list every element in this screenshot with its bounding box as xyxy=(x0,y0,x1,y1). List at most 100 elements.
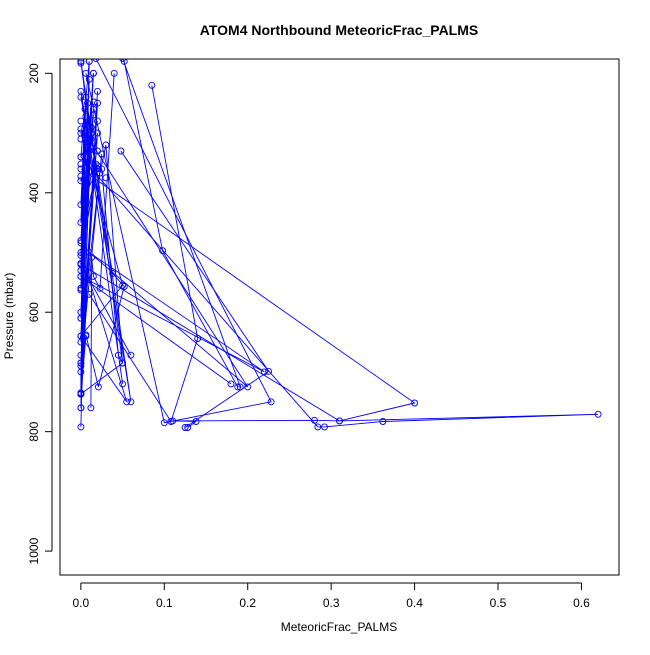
data-point xyxy=(77,286,85,294)
data-point xyxy=(92,59,100,62)
data-point xyxy=(321,423,328,431)
data-point xyxy=(336,417,343,425)
data-point xyxy=(127,398,135,406)
y-tick-label: 800 xyxy=(27,421,41,441)
data-point xyxy=(77,117,85,125)
data-point xyxy=(77,239,85,247)
data-point xyxy=(77,252,85,259)
y-tick-label: 1000 xyxy=(27,537,41,564)
data-point xyxy=(81,129,89,137)
y-axis-label: Pressure (mbar) xyxy=(2,273,16,360)
series-line xyxy=(80,132,265,388)
data-point xyxy=(184,424,192,431)
data-point xyxy=(77,219,85,227)
data-point xyxy=(77,423,85,431)
series-line xyxy=(79,168,416,422)
data-point xyxy=(77,165,85,173)
data-point xyxy=(85,249,93,256)
data-point xyxy=(379,418,387,425)
data-point xyxy=(77,135,85,143)
x-tick-label: 0.5 xyxy=(490,596,507,610)
x-tick-label: 0.6 xyxy=(573,596,590,610)
data-point xyxy=(82,112,90,120)
plot-data-layer xyxy=(77,59,602,431)
data-point xyxy=(77,125,85,133)
data-point xyxy=(89,272,97,280)
series-line xyxy=(122,59,241,388)
y-tick-label: 200 xyxy=(27,63,41,83)
data-point xyxy=(77,177,85,185)
chart-title: ATOM4 Northbound MeteoricFrac_PALMS xyxy=(200,22,478,38)
data-point xyxy=(119,380,127,388)
series-line xyxy=(90,73,115,408)
y-tick-label: 400 xyxy=(27,182,41,202)
data-point xyxy=(94,87,101,95)
data-point xyxy=(77,314,85,322)
data-point xyxy=(117,147,125,155)
data-point xyxy=(260,368,268,376)
data-point xyxy=(77,404,85,412)
data-point xyxy=(77,59,85,67)
data-point xyxy=(120,59,128,65)
plot-frame xyxy=(59,58,620,576)
data-point xyxy=(98,165,106,173)
data-point xyxy=(77,172,85,180)
series-line xyxy=(80,97,125,388)
data-point xyxy=(77,259,85,267)
data-point xyxy=(160,419,168,427)
data-point xyxy=(311,416,318,424)
data-point xyxy=(82,331,90,339)
x-tick-label: 0.1 xyxy=(156,596,173,610)
data-point xyxy=(77,362,85,370)
series-line xyxy=(80,61,132,402)
data-point xyxy=(120,283,128,290)
x-axis-label: MeteoricFrac_PALMS xyxy=(281,620,397,634)
data-point xyxy=(84,275,91,283)
data-point xyxy=(234,383,242,391)
data-point xyxy=(244,383,252,391)
data-point xyxy=(77,351,85,359)
data-point xyxy=(267,398,275,406)
data-point xyxy=(77,160,85,168)
data-point xyxy=(119,281,127,289)
data-point xyxy=(77,201,85,209)
data-point xyxy=(127,351,135,359)
data-point xyxy=(102,174,110,182)
x-tick-label: 0.0 xyxy=(73,596,90,610)
data-point xyxy=(79,333,87,341)
data-point xyxy=(77,390,85,398)
data-point xyxy=(594,410,602,418)
data-point xyxy=(77,59,85,65)
data-point xyxy=(411,399,419,407)
data-point xyxy=(77,153,85,161)
data-point xyxy=(77,272,85,280)
y-tick-label: 600 xyxy=(27,302,41,322)
x-tick-label: 0.2 xyxy=(239,596,256,610)
data-point xyxy=(148,81,156,89)
data-point xyxy=(169,417,177,425)
data-point xyxy=(77,284,85,292)
data-point xyxy=(87,404,95,412)
data-point xyxy=(77,87,85,95)
axes-layer: 0.0 0.1 0.2 0.3 0.4 0.5 0.6 200 400 600 800 1000 xyxy=(27,63,590,610)
x-tick-label: 0.3 xyxy=(323,596,340,610)
data-point xyxy=(85,75,93,83)
data-point xyxy=(119,59,126,62)
series-line xyxy=(85,59,272,424)
data-point xyxy=(314,423,322,431)
data-point xyxy=(85,59,93,65)
data-point xyxy=(94,99,101,107)
data-point xyxy=(192,418,200,425)
data-point xyxy=(123,398,131,406)
data-point xyxy=(265,367,273,375)
data-point xyxy=(90,98,98,106)
data-point xyxy=(85,290,93,298)
data-point xyxy=(110,69,118,77)
data-point xyxy=(87,123,95,131)
data-point xyxy=(89,69,97,77)
data-point xyxy=(227,380,235,388)
x-tick-label: 0.4 xyxy=(406,596,423,610)
